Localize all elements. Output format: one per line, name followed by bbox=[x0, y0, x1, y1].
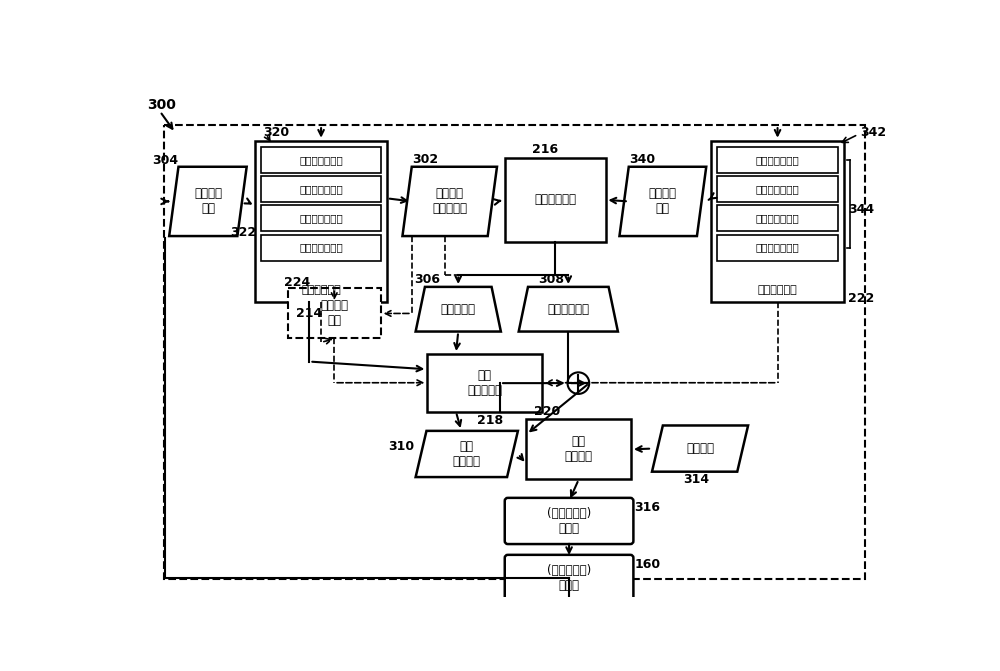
Bar bbox=[261, 235, 381, 261]
Text: 当前空气
动力学状态: 当前空气 动力学状态 bbox=[432, 187, 467, 215]
Text: 314: 314 bbox=[683, 473, 709, 486]
Text: 300: 300 bbox=[147, 98, 176, 112]
Text: 当前操作
数据: 当前操作 数据 bbox=[194, 187, 222, 215]
Text: 320: 320 bbox=[263, 126, 289, 140]
Text: 304: 304 bbox=[152, 154, 178, 167]
Polygon shape bbox=[402, 167, 497, 236]
Polygon shape bbox=[416, 431, 518, 477]
Text: 反馈评估
模块: 反馈评估 模块 bbox=[320, 299, 348, 327]
Bar bbox=[288, 289, 381, 338]
Text: 308: 308 bbox=[538, 272, 564, 286]
Text: 估计器配置: 估计器配置 bbox=[441, 303, 476, 316]
Text: 气动弹性估计器: 气动弹性估计器 bbox=[756, 155, 799, 165]
Text: 预测控制配置: 预测控制配置 bbox=[547, 303, 589, 316]
Bar bbox=[505, 158, 606, 242]
Bar bbox=[261, 147, 381, 173]
Polygon shape bbox=[519, 287, 618, 331]
Text: 操作条件模块: 操作条件模块 bbox=[758, 285, 797, 295]
Polygon shape bbox=[169, 167, 247, 236]
Text: 气动弹性估计器: 气动弹性估计器 bbox=[299, 243, 343, 252]
Text: 344: 344 bbox=[848, 203, 874, 216]
Text: 342: 342 bbox=[860, 126, 886, 140]
Text: 214: 214 bbox=[296, 307, 323, 319]
Bar bbox=[261, 176, 381, 202]
Bar bbox=[526, 419, 631, 479]
Text: 310: 310 bbox=[388, 440, 415, 453]
Text: 气动弹性估计器: 气动弹性估计器 bbox=[299, 155, 343, 165]
Bar bbox=[255, 141, 387, 302]
Text: 涡轮
估计器模块: 涡轮 估计器模块 bbox=[467, 369, 502, 397]
Text: 216: 216 bbox=[532, 144, 558, 156]
Text: 220: 220 bbox=[534, 405, 560, 418]
Circle shape bbox=[568, 372, 589, 394]
Text: (一个或多个)
设定点: (一个或多个) 设定点 bbox=[547, 507, 591, 535]
Text: 224: 224 bbox=[284, 276, 310, 289]
FancyBboxPatch shape bbox=[505, 498, 633, 544]
Text: 气动弹性估计器: 气动弹性估计器 bbox=[299, 184, 343, 194]
Text: 气动弹性估计器: 气动弹性估计器 bbox=[299, 213, 343, 223]
Text: 322: 322 bbox=[230, 227, 257, 240]
Text: (一个或多个)
致动器: (一个或多个) 致动器 bbox=[547, 564, 591, 592]
Text: 306: 306 bbox=[414, 272, 440, 286]
Polygon shape bbox=[416, 287, 501, 331]
Bar bbox=[717, 235, 838, 261]
Text: 340: 340 bbox=[629, 152, 655, 166]
Bar bbox=[717, 176, 838, 202]
Text: 气动弹性估计器: 气动弹性估计器 bbox=[756, 184, 799, 194]
Text: 配置智能模块: 配置智能模块 bbox=[534, 193, 576, 207]
Text: 预测间隔: 预测间隔 bbox=[686, 442, 714, 455]
Text: 风力分类模块: 风力分类模块 bbox=[301, 285, 341, 295]
Bar bbox=[711, 141, 844, 302]
Text: 218: 218 bbox=[477, 415, 503, 427]
Text: 气动弹性估计器: 气动弹性估计器 bbox=[756, 213, 799, 223]
Bar bbox=[427, 354, 542, 411]
Bar bbox=[164, 125, 865, 580]
Bar bbox=[717, 205, 838, 231]
Text: 302: 302 bbox=[412, 152, 438, 166]
Text: 当前操作
条件: 当前操作 条件 bbox=[649, 187, 677, 215]
Bar bbox=[261, 205, 381, 231]
Polygon shape bbox=[619, 167, 706, 236]
Text: 预测
控制模块: 预测 控制模块 bbox=[565, 435, 593, 464]
FancyBboxPatch shape bbox=[505, 555, 633, 601]
Text: 160: 160 bbox=[634, 558, 660, 570]
Text: 控制
初始状态: 控制 初始状态 bbox=[453, 440, 481, 468]
Text: 316: 316 bbox=[634, 501, 660, 513]
Bar bbox=[717, 147, 838, 173]
Polygon shape bbox=[652, 425, 748, 472]
Text: 气动弹性估计器: 气动弹性估计器 bbox=[756, 243, 799, 252]
Text: 222: 222 bbox=[848, 292, 874, 305]
